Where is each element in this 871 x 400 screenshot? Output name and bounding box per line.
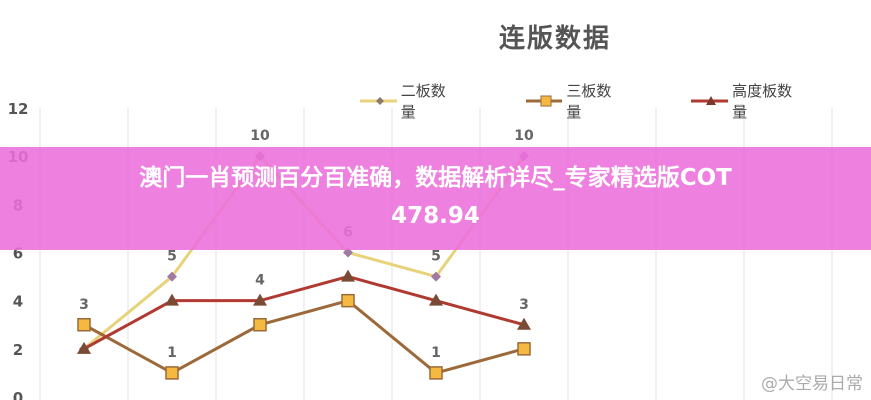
legend-label: 二板数量	[400, 82, 446, 121]
series-line	[83, 275, 525, 351]
data-label: 1	[167, 345, 177, 361]
legend-item-sanban: 三板数量	[525, 80, 622, 122]
diamond-marker-icon	[360, 97, 397, 105]
y-tick-label: 12	[8, 100, 29, 118]
data-point	[343, 247, 353, 258]
watermark: @大空易日常	[761, 374, 863, 394]
data-point	[429, 293, 443, 306]
data-label: 3	[79, 297, 89, 313]
data-label: 1	[431, 345, 441, 361]
series-line	[83, 299, 525, 375]
data-label: 3	[519, 297, 529, 313]
data-point	[165, 293, 179, 306]
legend: 二板数量 三板数量 高度板数量	[360, 80, 871, 122]
data-point	[253, 293, 267, 306]
data-label: 10	[514, 128, 534, 144]
data-point	[341, 293, 355, 308]
data-label: 4	[255, 273, 265, 289]
data-label: 10	[250, 128, 270, 144]
data-point	[429, 366, 443, 380]
data-point	[77, 341, 91, 354]
data-point	[165, 366, 179, 380]
legend-label: 三板数量	[566, 82, 612, 121]
data-point	[253, 318, 267, 332]
banner-line-2: 478.94	[391, 203, 480, 229]
overlay-banner: 澳门一肖预测百分百准确，数据解析详尽_专家精选版COT 478.94	[0, 147, 871, 250]
y-tick-label: 6	[13, 245, 23, 263]
data-point	[431, 271, 441, 282]
legend-label: 高度板数量	[732, 82, 793, 121]
legend-item-gaoduban: 高度板数量	[691, 80, 801, 122]
data-point	[77, 318, 91, 332]
banner-line-1: 澳门一肖预测百分百准确，数据解析详尽_专家精选版COT	[139, 165, 732, 191]
data-point	[341, 269, 355, 282]
legend-item-erban: 二板数量	[360, 80, 456, 122]
data-point	[167, 271, 177, 282]
y-tick-label: 2	[13, 341, 23, 359]
data-label: 5	[167, 249, 177, 265]
y-tick-label: 0	[13, 389, 23, 400]
y-tick-label: 4	[13, 293, 23, 311]
chart-title: 连版数据	[498, 24, 611, 54]
square-marker-icon	[525, 95, 563, 107]
data-point	[517, 342, 531, 356]
data-label: 5	[431, 249, 441, 265]
triangle-marker-icon	[691, 96, 729, 105]
data-point	[517, 317, 531, 330]
